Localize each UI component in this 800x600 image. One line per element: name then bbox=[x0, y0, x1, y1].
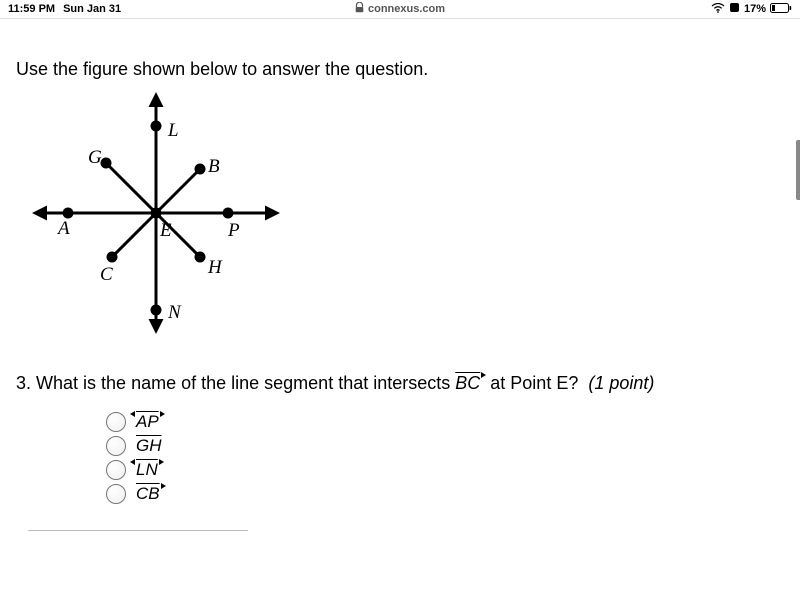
question-number: 3. bbox=[16, 373, 31, 393]
content-area: Use the figure shown below to answer the… bbox=[0, 19, 800, 541]
status-right: 17% bbox=[711, 2, 792, 16]
radio-button[interactable] bbox=[106, 460, 126, 480]
status-date: Sun Jan 31 bbox=[63, 3, 121, 15]
status-bar: 11:59 PM Sun Jan 31 connexus.com 17% bbox=[0, 0, 800, 18]
option-row[interactable]: LN bbox=[106, 460, 784, 480]
option-row[interactable]: CB bbox=[106, 484, 784, 504]
svg-text:G: G bbox=[88, 147, 102, 168]
option-row[interactable]: GH bbox=[106, 436, 784, 456]
option-label: AP bbox=[136, 412, 159, 432]
wifi-icon bbox=[711, 3, 725, 16]
radio-button[interactable] bbox=[106, 412, 126, 432]
orientation-lock-icon bbox=[729, 2, 740, 16]
status-url-group: connexus.com bbox=[355, 2, 445, 16]
side-handle[interactable] bbox=[796, 140, 800, 200]
question-text-after: at Point E? bbox=[485, 373, 578, 393]
options-list: AP GH LN CB bbox=[106, 412, 784, 504]
question-text-before: What is the name of the line segment tha… bbox=[36, 373, 455, 393]
battery-icon bbox=[770, 3, 792, 16]
svg-text:P: P bbox=[227, 220, 240, 241]
status-url: connexus.com bbox=[368, 3, 445, 15]
question: 3. What is the name of the line segment … bbox=[16, 373, 784, 394]
svg-text:N: N bbox=[167, 302, 182, 323]
option-label: LN bbox=[136, 460, 158, 480]
status-time: 11:59 PM bbox=[8, 3, 55, 15]
svg-text:H: H bbox=[207, 257, 223, 278]
bottom-divider bbox=[28, 530, 248, 531]
option-row[interactable]: AP bbox=[106, 412, 784, 432]
instruction-text: Use the figure shown below to answer the… bbox=[16, 59, 784, 80]
svg-text:B: B bbox=[208, 156, 220, 177]
option-label: CB bbox=[136, 484, 160, 504]
lock-icon bbox=[355, 2, 364, 16]
question-segment: BC bbox=[455, 373, 480, 393]
radio-button[interactable] bbox=[106, 436, 126, 456]
figure: A P E G B C H L N bbox=[28, 88, 784, 353]
battery-pct: 17% bbox=[744, 3, 766, 15]
svg-text:A: A bbox=[56, 218, 70, 239]
option-label: GH bbox=[136, 436, 162, 456]
svg-text:C: C bbox=[100, 264, 113, 285]
question-points: (1 point) bbox=[588, 373, 654, 393]
figure-svg: A P E G B C H L N bbox=[28, 88, 288, 348]
radio-button[interactable] bbox=[106, 484, 126, 504]
svg-text:E: E bbox=[159, 220, 172, 241]
status-left: 11:59 PM Sun Jan 31 bbox=[8, 3, 121, 15]
svg-text:L: L bbox=[167, 120, 179, 141]
